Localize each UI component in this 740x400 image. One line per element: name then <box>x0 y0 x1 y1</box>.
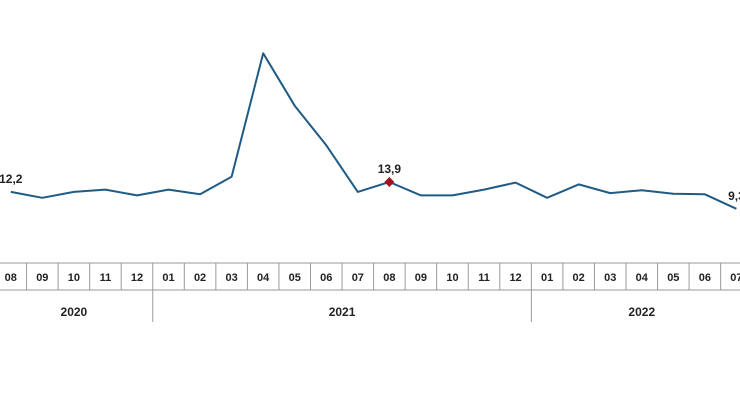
x-tick-label: 09 <box>415 272 427 284</box>
x-tick-label: 11 <box>478 272 490 284</box>
data-label: 9,3 <box>728 189 740 203</box>
x-tick-label: 10 <box>446 272 458 284</box>
series-line-group <box>10 52 737 210</box>
x-tick-label: 03 <box>604 272 616 284</box>
x-tick-label: 04 <box>257 272 270 284</box>
x-axis: 08 09 10 11 12 01 02 03 04 05 06 07 08 09 10 11 12 01 02 03… <box>0 262 740 322</box>
year-label: 2021 <box>329 305 356 319</box>
x-tick-label: 02 <box>194 272 206 284</box>
x-tick-label: 02 <box>573 272 585 284</box>
x-tick-label: 12 <box>509 272 521 284</box>
x-tick-label: 06 <box>320 272 332 284</box>
data-label: 13,9 <box>378 162 402 176</box>
year-label: 2022 <box>628 305 655 319</box>
x-tick-label: 07 <box>730 272 740 284</box>
x-tick-label: 08 <box>5 272 17 284</box>
x-tick-label: 06 <box>699 272 711 284</box>
x-tick-label: 03 <box>226 272 238 284</box>
x-tick-label: 10 <box>68 272 80 284</box>
x-tick-label: 01 <box>162 272 174 284</box>
x-tick-label: 08 <box>383 272 395 284</box>
data-label: 12,2 <box>0 172 23 186</box>
x-tick-label: 05 <box>289 272 301 284</box>
highlight-marker <box>384 177 395 188</box>
x-tick-label: 12 <box>131 272 143 284</box>
data-labels: 12,2 13,9 9,3 <box>0 162 740 203</box>
year-label: 2020 <box>61 305 88 319</box>
x-tick-label: 01 <box>541 272 553 284</box>
series-line <box>10 52 737 210</box>
x-tick-label: 11 <box>100 272 112 284</box>
x-tick-label: 04 <box>636 272 649 284</box>
x-tick-label: 07 <box>352 272 364 284</box>
x-tick-label: 09 <box>36 272 48 284</box>
x-tick-label: 05 <box>667 272 679 284</box>
